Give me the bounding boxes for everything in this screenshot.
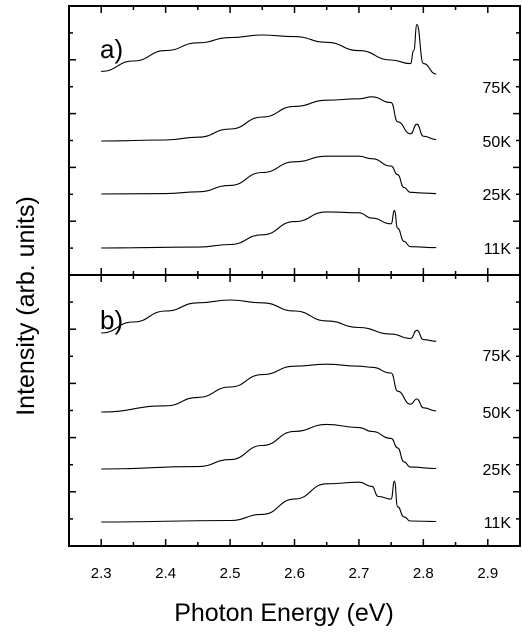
curve-11K-panel-a — [101, 210, 437, 249]
label-11K-panel-a: 11K — [484, 241, 512, 258]
label-25K-panel-a: 25K — [483, 187, 512, 204]
x-tick-label: 2.9 — [477, 565, 498, 582]
label-50K-panel-a: 50K — [483, 134, 512, 151]
x-tick-label: 2.8 — [413, 565, 434, 582]
panel-a-label: a) — [100, 34, 123, 64]
x-tick-label: 2.4 — [155, 565, 176, 582]
x-axis-tick-labels: 2.3 2.4 2.5 2.6 2.7 2.8 2.9 — [91, 565, 498, 582]
label-50K-panel-b: 50K — [483, 405, 512, 422]
label-25K-panel-b: 25K — [483, 462, 512, 479]
label-75K-panel-a: 75K — [483, 80, 512, 97]
panel-b-frame — [68, 274, 521, 547]
x-tick-label: 2.3 — [91, 565, 112, 582]
curve-75K-panel-b — [101, 299, 437, 342]
panel-b: b) — [68, 274, 521, 547]
y-axis-title: Intensity (arb. units) — [12, 196, 40, 416]
curve-50K-panel-b — [101, 363, 437, 413]
x-axis-ticks — [68, 6, 521, 546]
x-tick-label: 2.5 — [220, 565, 241, 582]
x-tick-label: 2.6 — [284, 565, 305, 582]
temperature-labels: 75K 50K 25K 11K 75K 50K 25K 11K — [483, 80, 512, 532]
label-75K-panel-b: 75K — [483, 348, 512, 365]
label-11K-panel-b: 11K — [484, 515, 512, 532]
curve-11K-panel-b — [101, 480, 437, 523]
curve-25K-panel-a — [101, 155, 437, 195]
x-axis-title: Photon Energy (eV) — [174, 599, 394, 627]
curve-50K-panel-a — [101, 96, 437, 142]
y-axis-ticks — [69, 32, 520, 520]
curve-75K-panel-a — [101, 24, 437, 75]
spectra-curves — [101, 24, 437, 523]
curve-25K-panel-b — [101, 423, 437, 470]
x-tick-label: 2.7 — [348, 565, 369, 582]
